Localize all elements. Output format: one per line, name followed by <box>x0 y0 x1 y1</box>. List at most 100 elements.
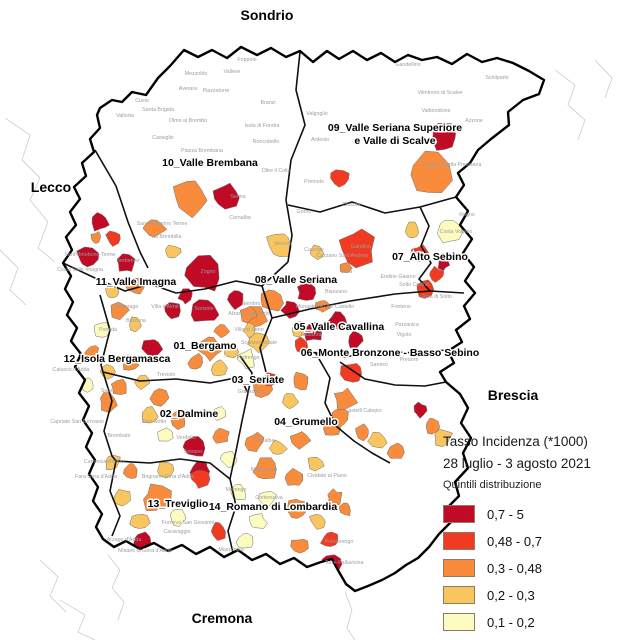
municipality-area <box>142 219 168 238</box>
municipality-label: Scanzorosciate <box>241 340 277 346</box>
municipality-label: Azzone <box>465 118 483 124</box>
municipality-label: Spirano <box>184 449 202 455</box>
municipality-area <box>190 299 220 322</box>
municipality-label: Treviolo <box>157 372 176 378</box>
municipality-label: Rogno <box>459 212 475 218</box>
municipality-label: Morengo <box>226 487 247 493</box>
municipality-label: Cassiglio <box>152 135 174 141</box>
legend-swatch <box>443 586 475 604</box>
municipality-label: Gorno <box>297 209 312 215</box>
municipality-area <box>307 457 325 472</box>
legend-class-label: 0,7 - 5 <box>487 506 524 522</box>
municipality-area <box>184 254 220 292</box>
district-label: 11_Valle Imagna <box>96 276 177 288</box>
municipality-label: Gandellino <box>395 62 420 68</box>
boundary-line <box>344 591 356 640</box>
district-border <box>239 355 253 394</box>
municipality-label: Cazzano Sant'Andrea <box>316 253 367 259</box>
district-label: 12_Isola Bergamasca <box>64 353 171 365</box>
municipality-area <box>172 180 208 219</box>
municipality-label: Vilminore di Scalve <box>418 90 463 96</box>
municipality-area <box>333 387 359 411</box>
neighbor-province-label: Cremona <box>192 610 253 626</box>
municipality-label: Casazza <box>301 332 322 338</box>
municipality-area <box>157 461 175 479</box>
municipality-area <box>182 436 206 457</box>
district-label: 07_Alto Sebino <box>392 251 468 263</box>
municipality-label: Branzi <box>260 100 275 106</box>
municipality-area <box>212 182 240 210</box>
municipality-label: Costa Valle Imagna <box>57 267 103 273</box>
municipality-area <box>112 489 131 507</box>
province-border <box>61 45 546 593</box>
municipality-area <box>157 427 174 442</box>
district-border <box>102 371 249 394</box>
municipality-area <box>410 244 430 263</box>
municipality-area <box>100 392 118 413</box>
municipality-area <box>169 411 186 430</box>
district-label: 05_Valle Cavallina <box>294 321 385 333</box>
legend-class-label: 0,2 - 0,3 <box>487 587 535 603</box>
municipality-label: Piazza Brembana <box>181 148 223 154</box>
municipality-area <box>239 305 257 324</box>
municipality-label: Averara <box>179 86 198 92</box>
municipality-label: Roncobello <box>253 139 280 145</box>
district-label: 02_Dalmine <box>160 408 219 420</box>
municipality-area <box>432 123 456 151</box>
municipality-label: Berbenno <box>117 258 140 264</box>
municipality-area <box>268 439 288 455</box>
municipality-area <box>141 406 159 424</box>
municipality-area <box>169 509 187 528</box>
municipality-area <box>110 378 127 395</box>
municipality-areas <box>76 123 463 574</box>
legend: Tasso Incidenza (*1000) 28 luglio - 3 ag… <box>443 434 633 640</box>
municipality-label: Valbondione <box>421 108 450 114</box>
municipality-area <box>110 301 130 321</box>
municipality-label: Vertova <box>274 241 292 247</box>
municipality-label: Riva di Solto <box>422 294 452 300</box>
district-label: 13_Treviglio <box>148 498 209 510</box>
municipality-label: Martinengo <box>251 467 278 473</box>
municipality-label: Arzago d'Adda <box>107 537 142 543</box>
municipality-label: Cornalba <box>229 215 251 221</box>
municipality-area <box>437 258 451 271</box>
municipality-area <box>129 513 151 529</box>
legend-period: 28 luglio - 3 agosto 2021 <box>443 456 591 471</box>
municipality-area <box>91 212 110 232</box>
municipality-label: Mezzoldo <box>185 71 208 77</box>
municipality-area <box>340 363 362 383</box>
municipality-area <box>252 457 277 480</box>
municipality-area <box>213 324 231 339</box>
municipality-label: Monasterolo del Castello <box>296 304 354 310</box>
municipality-area <box>187 352 203 370</box>
legend-class-row: 0,48 - 0,7 <box>443 532 633 550</box>
municipality-label: Suisio <box>101 388 115 394</box>
municipality-area <box>210 522 226 541</box>
municipality-label: Gandino <box>351 244 371 250</box>
municipality-label: Endine Gaiano <box>380 274 415 280</box>
municipality-area <box>83 345 100 360</box>
municipality-label: Barzana <box>126 318 146 324</box>
municipality-area <box>197 336 223 362</box>
municipality-area <box>116 253 136 272</box>
municipality-area <box>416 279 435 299</box>
municipality-area <box>123 354 140 371</box>
municipality-label: Alzano Lombardo <box>228 311 270 317</box>
municipality-area <box>260 289 284 312</box>
district-label: 06_Monte Bronzone - Basso Sebino <box>301 347 480 359</box>
municipality-label: Capriate San Gervasio <box>50 419 104 425</box>
municipality-label: Olmo al Brembo <box>169 118 207 124</box>
municipality-area <box>90 231 101 244</box>
district-border <box>259 285 273 373</box>
municipality-label: Bianzano <box>325 289 347 295</box>
legend-class-list: 0,7 - 5 0,48 - 0,7 0,3 - 0,48 0,2 - 0,3 0,1 … <box>443 505 633 631</box>
municipality-label: Schilpario <box>485 75 508 81</box>
legend-class-label: 0,48 - 0,7 <box>487 533 542 549</box>
municipality-area <box>327 488 343 507</box>
municipality-area <box>76 246 100 268</box>
municipality-area <box>292 321 308 338</box>
district-border <box>339 361 447 387</box>
municipality-area <box>244 431 265 452</box>
